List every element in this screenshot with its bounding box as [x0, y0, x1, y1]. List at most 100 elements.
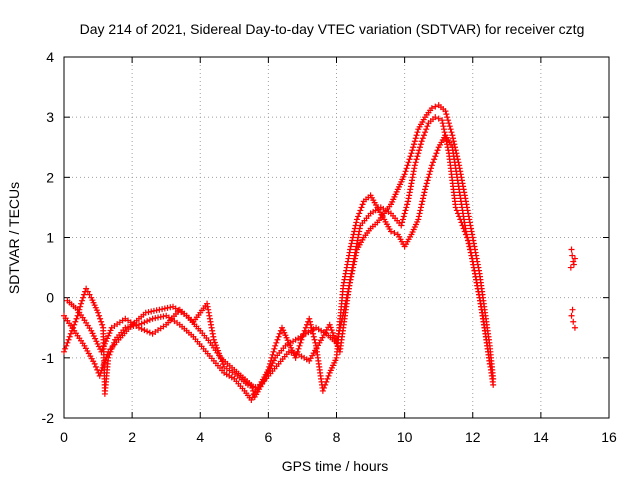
data-point	[405, 159, 412, 166]
data-point	[417, 207, 424, 214]
data-point	[412, 159, 419, 166]
data-point	[146, 329, 153, 336]
data-point	[444, 144, 451, 151]
data-point	[63, 342, 70, 349]
data-point	[298, 336, 305, 343]
data-point	[417, 204, 424, 211]
data-point	[94, 340, 101, 347]
data-point	[307, 321, 314, 328]
data-point	[449, 132, 456, 139]
data-point	[568, 312, 575, 319]
data-point	[348, 240, 355, 247]
data-point	[358, 204, 365, 211]
data-point	[434, 147, 441, 154]
data-point	[442, 132, 449, 139]
y-tick-label: -1	[42, 350, 55, 366]
data-point	[416, 144, 423, 151]
data-point	[302, 324, 309, 331]
data-point	[432, 103, 439, 110]
data-point	[161, 305, 168, 312]
data-point	[220, 361, 227, 368]
data-point	[274, 336, 281, 343]
data-point	[570, 258, 577, 265]
data-point	[310, 333, 317, 340]
data-point	[402, 168, 409, 175]
data-point	[349, 234, 356, 241]
data-point	[568, 246, 575, 253]
data-series	[61, 102, 578, 403]
data-point	[451, 141, 458, 148]
data-point	[90, 333, 97, 340]
data-point	[153, 307, 160, 314]
data-point	[433, 150, 440, 157]
data-point	[218, 355, 225, 362]
x-tick-label: 8	[333, 429, 341, 445]
data-point	[323, 378, 330, 385]
data-point	[148, 308, 155, 315]
data-point	[78, 300, 85, 307]
data-point	[422, 129, 429, 136]
data-point	[459, 222, 466, 229]
data-point	[404, 162, 411, 169]
chart-title: Day 214 of 2021, Sidereal Day-to-day VTE…	[80, 21, 585, 37]
data-point	[432, 114, 439, 121]
data-point	[439, 117, 446, 124]
data-point	[427, 168, 434, 175]
y-tick-label: 3	[46, 109, 54, 125]
data-point	[64, 339, 71, 346]
data-point	[388, 228, 394, 235]
data-point	[444, 114, 451, 121]
data-point	[97, 315, 104, 322]
data-point	[430, 159, 437, 166]
data-point	[402, 207, 409, 214]
data-point	[270, 348, 277, 355]
data-point	[462, 231, 469, 238]
data-point	[442, 135, 449, 142]
data-point	[99, 346, 106, 353]
data-point	[416, 147, 423, 154]
data-point	[271, 345, 278, 352]
data-point	[418, 201, 425, 208]
y-tick-label: 4	[46, 49, 54, 65]
data-point	[310, 330, 317, 337]
data-point	[210, 336, 217, 343]
data-point	[446, 123, 453, 130]
data-point	[306, 315, 313, 322]
data-point	[445, 117, 452, 124]
data-point	[458, 219, 465, 226]
data-point	[569, 252, 576, 259]
data-point	[79, 297, 86, 304]
data-point	[215, 350, 222, 357]
data-point	[268, 354, 275, 361]
data-point	[414, 129, 421, 136]
data-point	[353, 219, 360, 226]
data-point	[447, 126, 454, 133]
data-point	[214, 347, 221, 354]
data-point	[327, 324, 334, 331]
data-point	[309, 327, 316, 334]
data-point	[464, 234, 471, 241]
data-point	[410, 141, 417, 148]
data-point	[450, 138, 457, 145]
data-point	[428, 165, 435, 172]
data-point	[328, 327, 335, 334]
data-point	[296, 342, 303, 349]
data-point	[411, 138, 418, 145]
data-point	[490, 381, 497, 388]
data-point	[416, 210, 423, 217]
data-point	[421, 189, 428, 196]
data-point	[424, 177, 431, 184]
data-point	[418, 138, 425, 145]
data-point	[571, 255, 578, 262]
data-point	[425, 174, 432, 181]
data-point	[347, 246, 354, 253]
data-point	[349, 237, 356, 244]
data-point	[414, 153, 421, 160]
x-tick-label: 0	[60, 429, 68, 445]
data-point	[308, 324, 315, 331]
x-tick-label: 12	[465, 429, 481, 445]
data-point	[569, 306, 576, 313]
data-point	[567, 264, 574, 271]
data-point	[401, 171, 408, 178]
data-point	[413, 132, 420, 139]
